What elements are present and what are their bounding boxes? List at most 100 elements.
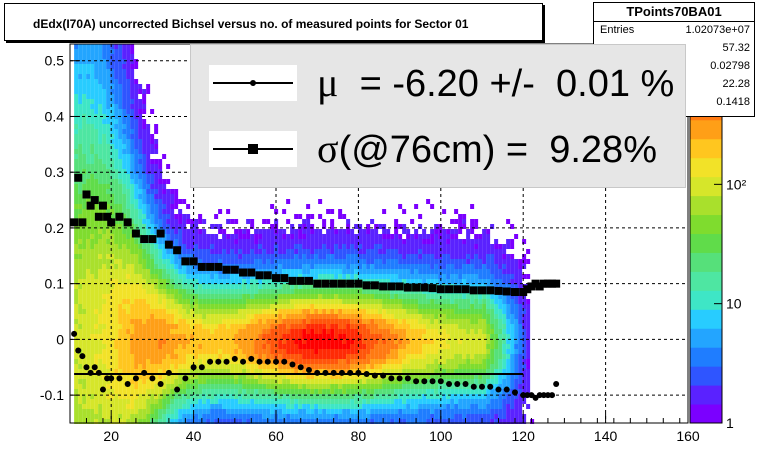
heatmap-cell: [138, 189, 143, 194]
heatmap-cell: [494, 349, 499, 354]
heatmap-cell: [294, 419, 299, 424]
heatmap-cell: [482, 294, 487, 299]
heatmap-cell: [86, 139, 91, 144]
heatmap-cell: [382, 344, 387, 349]
heatmap-cell: [270, 249, 275, 254]
heatmap-cell: [86, 119, 91, 124]
heatmap-cell: [174, 309, 179, 314]
heatmap-cell: [170, 274, 175, 279]
heatmap-cell: [82, 139, 87, 144]
heatmap-cell: [242, 264, 247, 269]
heatmap-cell: [258, 234, 263, 239]
heatmap-cell: [190, 374, 195, 379]
heatmap-cell: [318, 409, 323, 414]
heatmap-cell: [202, 244, 207, 249]
heatmap-cell: [318, 259, 323, 264]
heatmap-cell: [334, 344, 339, 349]
heatmap-cell: [202, 329, 207, 334]
heatmap-cell: [426, 274, 431, 279]
heatmap-cell: [90, 254, 95, 259]
heatmap-cell: [118, 269, 123, 274]
heatmap-cell: [74, 209, 79, 214]
heatmap-cell: [154, 419, 159, 424]
heatmap-cell: [98, 389, 103, 394]
heatmap-cell: [454, 264, 459, 269]
heatmap-cell: [234, 334, 239, 339]
heatmap-cell: [150, 409, 155, 414]
heatmap-cell: [474, 339, 479, 344]
heatmap-cell: [102, 329, 107, 334]
heatmap-cell: [222, 234, 227, 239]
heatmap-cell: [94, 69, 99, 74]
heatmap-cell: [138, 264, 143, 269]
heatmap-cell: [258, 239, 263, 244]
heatmap-cell: [350, 324, 355, 329]
heatmap-cell: [226, 314, 231, 319]
heatmap-cell: [166, 364, 171, 369]
heatmap-cell: [346, 344, 351, 349]
heatmap-cell: [346, 334, 351, 339]
heatmap-cell: [306, 399, 311, 404]
heatmap-cell: [226, 334, 231, 339]
heatmap-cell: [162, 339, 167, 344]
heatmap-cell: [346, 339, 351, 344]
heatmap-cell: [374, 299, 379, 304]
heatmap-cell: [110, 44, 115, 49]
heatmap-cell: [394, 414, 399, 419]
heatmap-cell: [266, 344, 271, 349]
heatmap-cell: [366, 349, 371, 354]
heatmap-cell: [222, 409, 227, 414]
heatmap-cell: [498, 334, 503, 339]
heatmap-cell: [182, 239, 187, 244]
heatmap-cell: [258, 369, 263, 374]
heatmap-cell: [154, 344, 159, 349]
heatmap-cell: [454, 304, 459, 309]
heatmap-cell: [250, 384, 255, 389]
heatmap-cell: [378, 319, 383, 324]
heatmap-cell: [442, 274, 447, 279]
heatmap-cell: [134, 279, 139, 284]
heatmap-cell: [338, 329, 343, 334]
heatmap-cell: [430, 374, 435, 379]
heatmap-cell: [222, 309, 227, 314]
heatmap-cell: [438, 399, 443, 404]
heatmap-cell: [138, 209, 143, 214]
heatmap-cell: [106, 334, 111, 339]
heatmap-cell: [406, 384, 411, 389]
heatmap-cell: [378, 339, 383, 344]
heatmap-cell: [110, 119, 115, 124]
heatmap-cell: [146, 364, 151, 369]
heatmap-cell: [230, 399, 235, 404]
heatmap-cell: [430, 364, 435, 369]
heatmap-cell: [478, 404, 483, 409]
heatmap-cell: [194, 379, 199, 384]
heatmap-cell: [338, 399, 343, 404]
heatmap-cell: [226, 279, 231, 284]
heatmap-cell: [126, 59, 131, 64]
heatmap-cell: [362, 249, 367, 254]
heatmap-cell: [302, 269, 307, 274]
heatmap-cell: [342, 309, 347, 314]
heatmap-cell: [426, 404, 431, 409]
heatmap-cell: [146, 374, 151, 379]
heatmap-cell: [218, 339, 223, 344]
heatmap-cell: [250, 329, 255, 334]
heatmap-cell: [162, 294, 167, 299]
heatmap-cell: [134, 179, 139, 184]
heatmap-cell: [338, 334, 343, 339]
heatmap-cell: [498, 269, 503, 274]
heatmap-cell: [494, 329, 499, 334]
heatmap-cell: [186, 384, 191, 389]
heatmap-cell: [306, 404, 311, 409]
heatmap-cell: [378, 249, 383, 254]
heatmap-cell: [394, 239, 399, 244]
heatmap-cell: [78, 409, 83, 414]
heatmap-cell: [382, 269, 387, 274]
heatmap-cell: [342, 249, 347, 254]
heatmap-cell: [294, 384, 299, 389]
heatmap-cell: [290, 329, 295, 334]
heatmap-cell: [282, 329, 287, 334]
heatmap-cell: [498, 399, 503, 404]
heatmap-cell: [110, 139, 115, 144]
heatmap-cell: [86, 239, 91, 244]
